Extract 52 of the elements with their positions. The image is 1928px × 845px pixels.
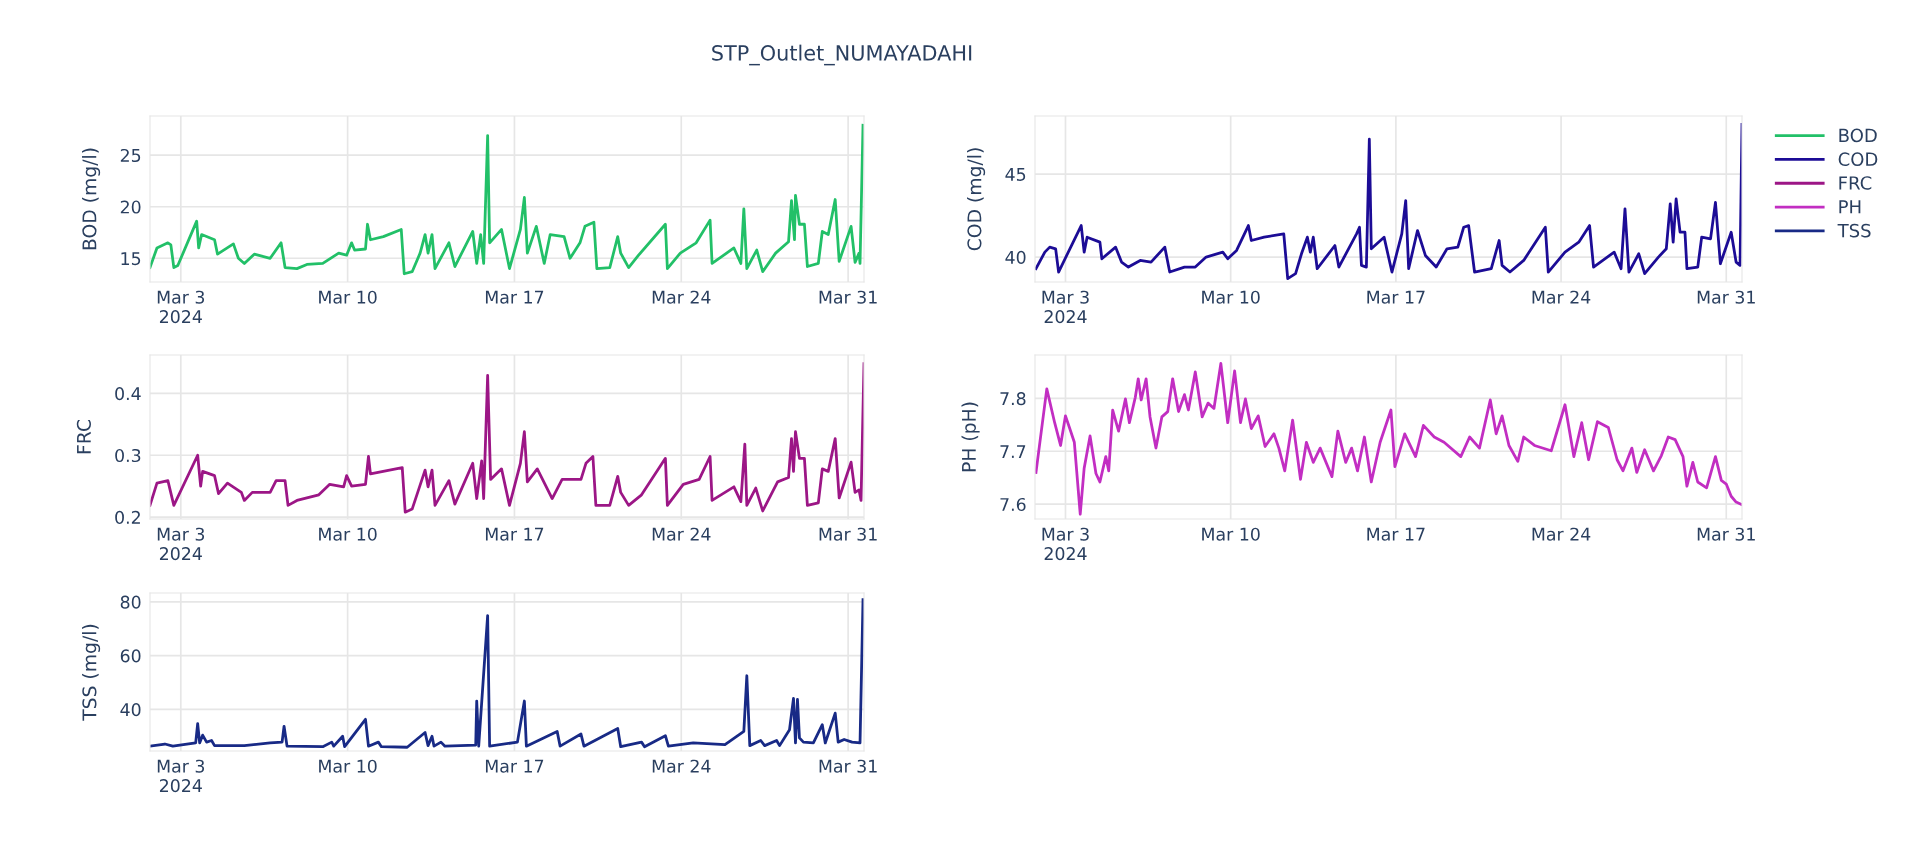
x-tick-label: Mar 24 (652, 527, 711, 541)
x-tick-label: Mar 10 (319, 290, 377, 304)
x-tick-label: Mar 31 (819, 527, 877, 541)
y-tick-label: 45 (1005, 168, 1026, 181)
x-tick-label: Mar 10 (1202, 290, 1260, 304)
legend-label: COD (1838, 152, 1878, 167)
x-tick-label: Mar 17 (1367, 290, 1425, 304)
line-series (1035, 362, 1742, 516)
line-series (150, 123, 864, 276)
x-tick-label: Mar 3 2024 (1042, 527, 1089, 561)
y-axis-title: FRC (76, 420, 91, 454)
y-tick-label: 0.2 (115, 510, 140, 524)
x-tick-label: Mar 24 (652, 759, 711, 773)
x-tick-label: Mar 17 (1367, 527, 1425, 541)
y-axis-title: BOD (mg/l) (81, 148, 101, 250)
x-tick-label: Mar 24 (1532, 290, 1591, 304)
x-tick-label: Mar 31 (819, 290, 877, 304)
legend-label: TSS (1837, 223, 1871, 238)
x-tick-label: Mar 31 (819, 759, 877, 773)
y-tick-label: 20 (120, 200, 141, 214)
x-tick-label: Mar 10 (1202, 527, 1260, 541)
x-tick-label: Mar 24 (652, 290, 711, 304)
x-tick-label: Mar 17 (485, 290, 544, 304)
y-tick-label: 40 (120, 703, 141, 717)
legend-label: PH (1839, 200, 1861, 214)
y-tick-label: 40 (1005, 250, 1026, 264)
y-tick-label: 60 (120, 649, 141, 663)
y-tick-label: 7.6 (1000, 497, 1026, 512)
x-tick-label: Mar 3 2024 (157, 527, 205, 561)
x-tick-label: Mar 3 2024 (157, 759, 205, 793)
x-tick-label: Mar 10 (319, 759, 377, 773)
x-tick-label: Mar 10 (319, 527, 377, 541)
y-tick-label: 0.3 (115, 448, 141, 463)
legend-label: FRC (1839, 176, 1872, 190)
x-tick-label: Mar 31 (1697, 290, 1755, 304)
y-axis-title: TSS (mg/l) (81, 624, 101, 721)
y-tick-label: 7.7 (1000, 445, 1026, 458)
x-tick-label: Mar 3 2024 (157, 290, 205, 324)
x-tick-label: Mar 3 2024 (1042, 290, 1089, 324)
y-tick-label: 7.8 (1000, 392, 1026, 406)
y-tick-label: 0.4 (115, 387, 141, 401)
y-tick-label: 25 (120, 148, 141, 163)
x-tick-label: Mar 17 (485, 759, 544, 773)
x-tick-label: Mar 31 (1697, 527, 1755, 541)
y-axis-title: COD (mg/l) (966, 148, 986, 251)
legend-label: BOD (1839, 128, 1877, 143)
y-tick-label: 15 (121, 252, 141, 266)
chart-title: STP_Outlet_NUMAYADAHI (712, 44, 972, 66)
y-tick-label: 80 (120, 595, 141, 609)
y-axis-title: PH (pH) (961, 402, 980, 472)
x-tick-label: Mar 24 (1532, 527, 1591, 541)
x-tick-label: Mar 17 (485, 527, 544, 541)
